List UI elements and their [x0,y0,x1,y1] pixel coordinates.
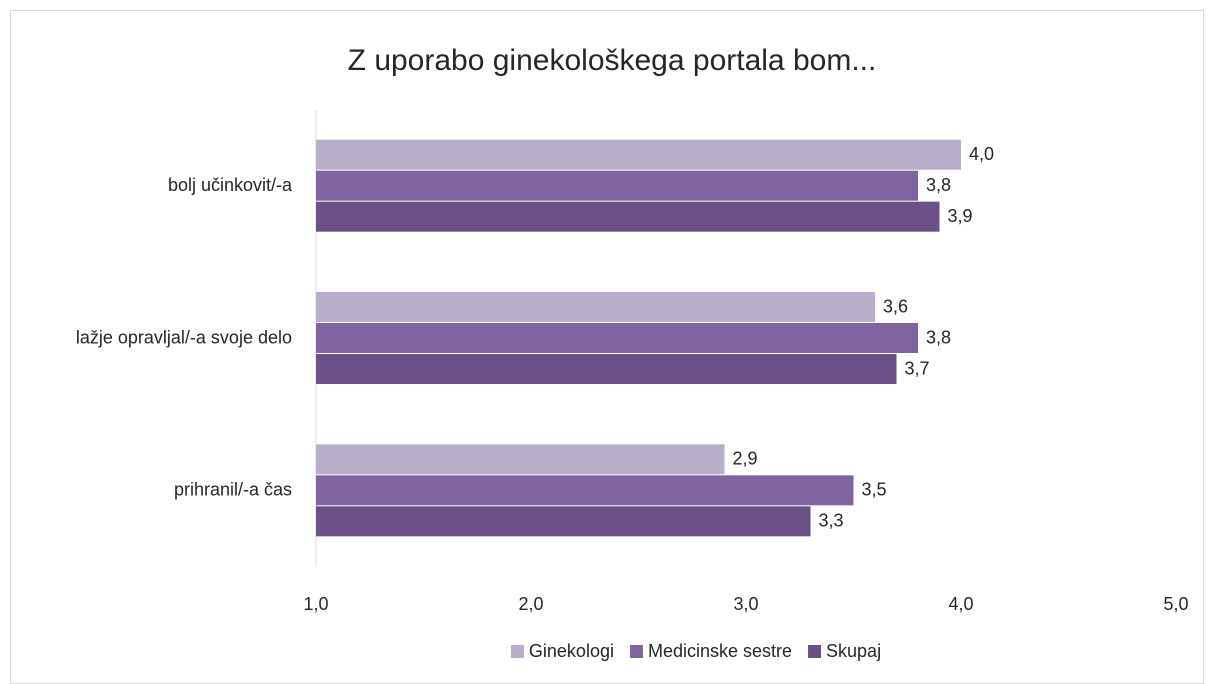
bar [316,201,940,232]
value-label: 2,9 [733,449,758,469]
legend-label: Medicinske sestre [648,641,792,661]
bar [316,139,961,170]
category-label: prihranil/-a čas [174,480,292,500]
bar [316,323,918,353]
legend-label: Skupaj [826,641,881,661]
x-tick-label: 5,0 [1163,594,1188,614]
category-label: bolj učinkovit/-a [168,175,293,195]
legend-swatch [629,645,643,658]
legend-swatch [510,645,524,658]
value-label: 3,8 [926,327,951,347]
x-tick-label: 3,0 [733,594,758,614]
legend-swatch [808,645,822,658]
value-label: 3,3 [819,511,844,531]
bar [316,444,725,475]
value-label: 3,7 [905,358,930,378]
value-label: 3,8 [926,175,951,195]
category-label: lažje opravljal/-a svoje delo [76,327,292,347]
value-label: 3,6 [883,296,908,316]
legend-label: Ginekologi [529,641,614,661]
x-tick-label: 2,0 [518,594,543,614]
bar [316,475,854,506]
x-tick-label: 1,0 [303,594,328,614]
x-tick-label: 4,0 [948,594,973,614]
bar [316,506,811,537]
value-label: 3,5 [862,480,887,500]
chart-title: Z uporabo ginekološkega portala bom... [348,44,877,77]
value-label: 4,0 [969,144,994,164]
bar [316,354,897,384]
value-label: 3,9 [948,206,973,226]
bar [316,292,875,322]
bar [316,170,918,201]
